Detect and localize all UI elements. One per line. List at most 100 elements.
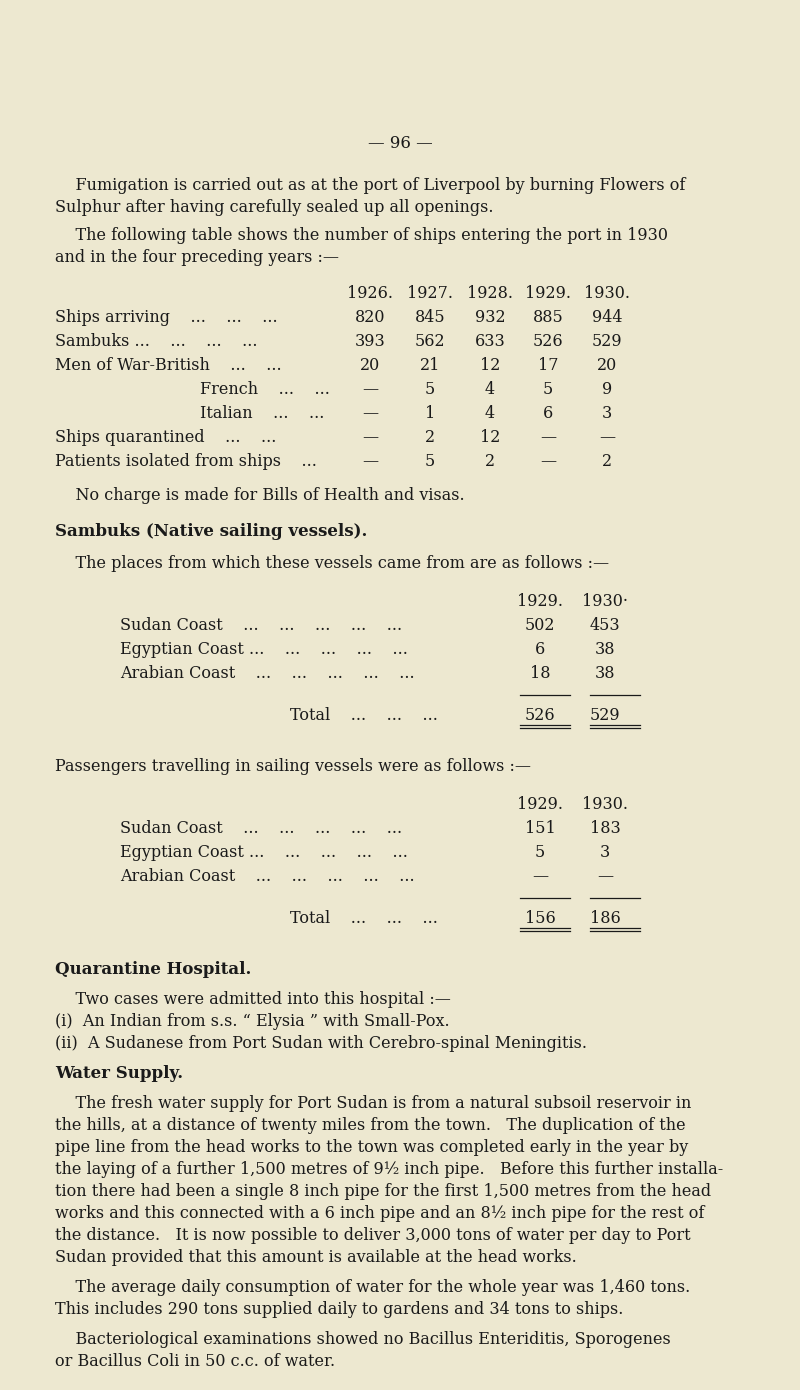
- Text: 1930.: 1930.: [584, 285, 630, 302]
- Text: 151: 151: [525, 820, 555, 837]
- Text: 18: 18: [530, 664, 550, 682]
- Text: —: —: [362, 430, 378, 446]
- Text: Passengers travelling in sailing vessels were as follows :—: Passengers travelling in sailing vessels…: [55, 758, 531, 776]
- Text: pipe line from the head works to the town was completed early in the year by: pipe line from the head works to the tow…: [55, 1138, 688, 1156]
- Text: Italian    ...    ...: Italian ... ...: [200, 404, 324, 423]
- Text: 5: 5: [425, 381, 435, 398]
- Text: 186: 186: [590, 910, 620, 927]
- Text: 526: 526: [533, 334, 563, 350]
- Text: —: —: [599, 430, 615, 446]
- Text: 1926.: 1926.: [347, 285, 393, 302]
- Text: The fresh water supply for Port Sudan is from a natural subsoil reservoir in: The fresh water supply for Port Sudan is…: [55, 1095, 691, 1112]
- Text: (ii)  A Sudanese from Port Sudan with Cerebro-spinal Meningitis.: (ii) A Sudanese from Port Sudan with Cer…: [55, 1036, 587, 1052]
- Text: Quarantine Hospital.: Quarantine Hospital.: [55, 960, 251, 979]
- Text: 453: 453: [590, 617, 620, 634]
- Text: and in the four preceding years :—: and in the four preceding years :—: [55, 249, 339, 265]
- Text: Bacteriological examinations showed no Bacillus Enteriditis, Sporogenes: Bacteriological examinations showed no B…: [55, 1332, 670, 1348]
- Text: 2: 2: [602, 453, 612, 470]
- Text: works and this connected with a 6 inch pipe and an 8½ inch pipe for the rest of: works and this connected with a 6 inch p…: [55, 1205, 704, 1222]
- Text: 932: 932: [474, 309, 506, 327]
- Text: Fumigation is carried out as at the port of Liverpool by burning Flowers of: Fumigation is carried out as at the port…: [55, 177, 686, 195]
- Text: Sambuks (Native sailing vessels).: Sambuks (Native sailing vessels).: [55, 523, 367, 539]
- Text: Egyptian Coast ...    ...    ...    ...    ...: Egyptian Coast ... ... ... ... ...: [120, 844, 408, 860]
- Text: 1929.: 1929.: [517, 796, 563, 813]
- Text: 3: 3: [602, 404, 612, 423]
- Text: 183: 183: [590, 820, 620, 837]
- Text: 38: 38: [594, 641, 615, 657]
- Text: Patients isolated from ships    ...: Patients isolated from ships ...: [55, 453, 317, 470]
- Text: 526: 526: [525, 708, 555, 724]
- Text: 502: 502: [525, 617, 555, 634]
- Text: 6: 6: [535, 641, 545, 657]
- Text: Two cases were admitted into this hospital :—: Two cases were admitted into this hospit…: [55, 991, 451, 1008]
- Text: 5: 5: [535, 844, 545, 860]
- Text: —: —: [362, 453, 378, 470]
- Text: (i)  An Indian from s.s. “ Elysia ” with Small-Pox.: (i) An Indian from s.s. “ Elysia ” with …: [55, 1013, 450, 1030]
- Text: 529: 529: [590, 708, 620, 724]
- Text: Men of War-British    ...    ...: Men of War-British ... ...: [55, 357, 282, 374]
- Text: 12: 12: [480, 430, 500, 446]
- Text: Sudan Coast    ...    ...    ...    ...    ...: Sudan Coast ... ... ... ... ...: [120, 617, 402, 634]
- Text: 2: 2: [425, 430, 435, 446]
- Text: Arabian Coast    ...    ...    ...    ...    ...: Arabian Coast ... ... ... ... ...: [120, 867, 414, 885]
- Text: 3: 3: [600, 844, 610, 860]
- Text: 12: 12: [480, 357, 500, 374]
- Text: The average daily consumption of water for the whole year was 1,460 tons.: The average daily consumption of water f…: [55, 1279, 690, 1295]
- Text: the distance.   It is now possible to deliver 3,000 tons of water per day to Por: the distance. It is now possible to deli…: [55, 1227, 690, 1244]
- Text: 393: 393: [354, 334, 386, 350]
- Text: Ships quarantined    ...    ...: Ships quarantined ... ...: [55, 430, 276, 446]
- Text: 9: 9: [602, 381, 612, 398]
- Text: 1928.: 1928.: [467, 285, 513, 302]
- Text: 944: 944: [592, 309, 622, 327]
- Text: Sudan Coast    ...    ...    ...    ...    ...: Sudan Coast ... ... ... ... ...: [120, 820, 402, 837]
- Text: — 96 —: — 96 —: [368, 135, 432, 152]
- Text: 633: 633: [474, 334, 506, 350]
- Text: the hills, at a distance of twenty miles from the town.   The duplication of the: the hills, at a distance of twenty miles…: [55, 1118, 686, 1134]
- Text: Egyptian Coast ...    ...    ...    ...    ...: Egyptian Coast ... ... ... ... ...: [120, 641, 408, 657]
- Text: 2: 2: [485, 453, 495, 470]
- Text: 562: 562: [414, 334, 446, 350]
- Text: The places from which these vessels came from are as follows :—: The places from which these vessels came…: [55, 555, 609, 573]
- Text: —: —: [540, 430, 556, 446]
- Text: —: —: [540, 453, 556, 470]
- Text: The following table shows the number of ships entering the port in 1930: The following table shows the number of …: [55, 227, 668, 245]
- Text: 1929.: 1929.: [525, 285, 571, 302]
- Text: 21: 21: [420, 357, 440, 374]
- Text: —: —: [597, 867, 613, 885]
- Text: Ships arriving    ...    ...    ...: Ships arriving ... ... ...: [55, 309, 278, 327]
- Text: —: —: [532, 867, 548, 885]
- Text: —: —: [362, 404, 378, 423]
- Text: 6: 6: [543, 404, 553, 423]
- Text: Total    ...    ...    ...: Total ... ... ...: [290, 708, 438, 724]
- Text: This includes 290 tons supplied daily to gardens and 34 tons to ships.: This includes 290 tons supplied daily to…: [55, 1301, 623, 1318]
- Text: Arabian Coast    ...    ...    ...    ...    ...: Arabian Coast ... ... ... ... ...: [120, 664, 414, 682]
- Text: No charge is made for Bills of Health and visas.: No charge is made for Bills of Health an…: [55, 486, 465, 505]
- Text: 820: 820: [354, 309, 386, 327]
- Text: 5: 5: [425, 453, 435, 470]
- Text: 20: 20: [360, 357, 380, 374]
- Text: 529: 529: [592, 334, 622, 350]
- Text: tion there had been a single 8 inch pipe for the first 1,500 metres from the hea: tion there had been a single 8 inch pipe…: [55, 1183, 711, 1200]
- Text: French    ...    ...: French ... ...: [200, 381, 330, 398]
- Text: Sudan provided that this amount is available at the head works.: Sudan provided that this amount is avail…: [55, 1250, 577, 1266]
- Text: 4: 4: [485, 381, 495, 398]
- Text: 1927.: 1927.: [407, 285, 453, 302]
- Text: 20: 20: [597, 357, 617, 374]
- Text: Sulphur after having carefully sealed up all openings.: Sulphur after having carefully sealed up…: [55, 199, 494, 215]
- Text: the laying of a further 1,500 metres of 9½ inch pipe.   Before this further inst: the laying of a further 1,500 metres of …: [55, 1161, 723, 1177]
- Text: 845: 845: [414, 309, 446, 327]
- Text: Sambuks ...    ...    ...    ...: Sambuks ... ... ... ...: [55, 334, 258, 350]
- Text: Water Supply.: Water Supply.: [55, 1065, 183, 1081]
- Text: 17: 17: [538, 357, 558, 374]
- Text: Total    ...    ...    ...: Total ... ... ...: [290, 910, 438, 927]
- Text: or Bacillus Coli in 50 c.c. of water.: or Bacillus Coli in 50 c.c. of water.: [55, 1352, 335, 1371]
- Text: 885: 885: [533, 309, 563, 327]
- Text: 1: 1: [425, 404, 435, 423]
- Text: 38: 38: [594, 664, 615, 682]
- Text: 156: 156: [525, 910, 555, 927]
- Text: 5: 5: [543, 381, 553, 398]
- Text: 4: 4: [485, 404, 495, 423]
- Text: 1930.: 1930.: [582, 796, 628, 813]
- Text: 1930·: 1930·: [582, 594, 628, 610]
- Text: 1929.: 1929.: [517, 594, 563, 610]
